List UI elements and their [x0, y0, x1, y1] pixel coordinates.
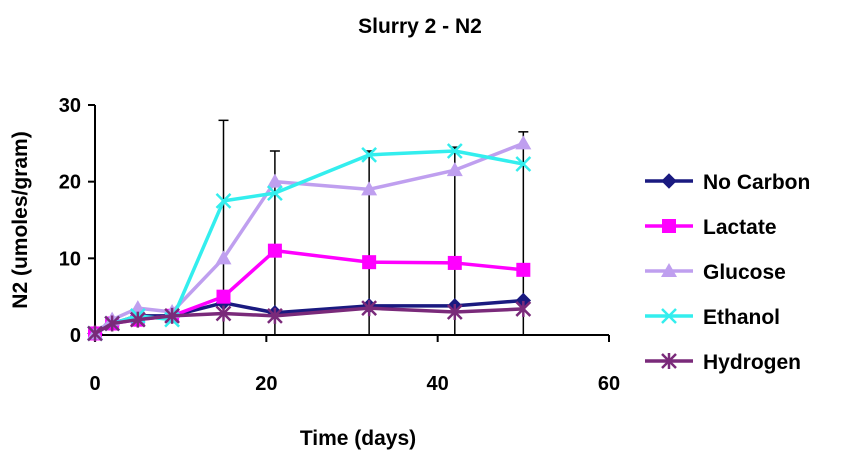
data-point	[267, 307, 283, 324]
data-point	[516, 262, 531, 277]
legend-label: Ethanol	[703, 306, 780, 329]
data-point	[446, 143, 463, 159]
x-tick-label: 0	[89, 373, 100, 395]
marker-stroke	[267, 185, 283, 202]
chart-title: Slurry 2 - N2	[358, 15, 482, 38]
series-lactate	[88, 243, 531, 341]
y-tick-label: 20	[59, 172, 81, 194]
data-point	[267, 243, 282, 258]
legend-marker	[661, 353, 677, 369]
legend-item: Glucose	[645, 261, 786, 284]
data-point	[446, 162, 463, 177]
data-point	[215, 192, 232, 209]
marker-stroke	[215, 192, 232, 209]
y-tick-label: 30	[59, 95, 81, 117]
y-axis-title: N2 (umoles/gram)	[9, 131, 32, 308]
y-tick-label: 10	[59, 248, 81, 270]
data-point	[104, 315, 121, 332]
marker-stroke	[446, 143, 463, 159]
legend-marker	[661, 308, 677, 324]
data-point	[215, 250, 232, 265]
legend-label: Glucose	[703, 261, 786, 284]
data-point	[87, 325, 103, 342]
y-tick-label: 0	[70, 325, 81, 347]
data-point	[515, 135, 532, 150]
marker-stroke	[361, 146, 378, 163]
marker-stroke	[661, 308, 677, 324]
data-point	[515, 156, 532, 172]
legend-marker	[661, 173, 677, 189]
data-point	[215, 305, 232, 322]
legend-label: No Carbon	[703, 171, 810, 194]
legend-item: Hydrogen	[645, 351, 801, 374]
legend-marker	[661, 263, 677, 277]
marker-stroke	[515, 156, 532, 172]
legend: No Carbon Lactate Glucose Ethanol Hydrogen	[645, 171, 810, 374]
legend-item: Ethanol	[645, 306, 780, 329]
x-tick-label: 60	[598, 373, 620, 395]
data-point	[164, 307, 180, 324]
data-point	[361, 181, 378, 196]
plot-area: 0 10 20 30 0 20 40 60	[59, 95, 620, 395]
data-point	[216, 289, 231, 304]
data-point	[515, 300, 532, 317]
legend-item: Lactate	[645, 216, 777, 239]
data-point	[129, 311, 146, 328]
data-point	[446, 304, 463, 320]
data-point	[447, 255, 462, 270]
legend-item: No Carbon	[645, 171, 810, 194]
x-axis-title: Time (days)	[300, 427, 416, 450]
data-point	[266, 173, 283, 188]
series-hydrogen	[87, 300, 532, 342]
data-point	[361, 300, 378, 317]
legend-label: Lactate	[703, 216, 777, 239]
x-tick-label: 20	[255, 373, 277, 395]
data-point	[362, 255, 377, 270]
legend-marker	[662, 219, 676, 233]
data-point	[267, 185, 283, 202]
data-point	[361, 146, 378, 163]
x-tick-label: 40	[427, 373, 449, 395]
legend-label: Hydrogen	[703, 351, 801, 374]
